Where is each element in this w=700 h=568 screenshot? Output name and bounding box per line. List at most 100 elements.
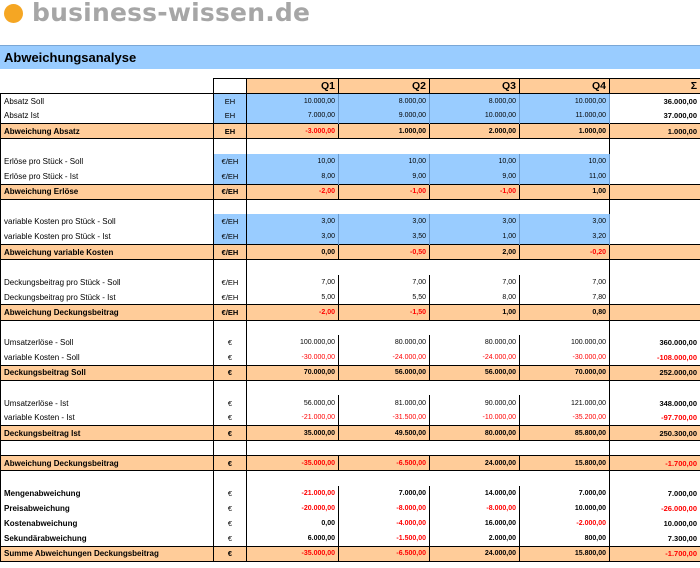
value-cell-q4: 800,00 xyxy=(519,531,610,547)
blank-cell xyxy=(213,440,247,456)
blank-cell xyxy=(519,440,610,456)
blank-cell xyxy=(0,199,214,215)
value-cell-q4[interactable]: 3,00 xyxy=(519,214,610,230)
blank-cell xyxy=(247,199,339,214)
value-cell-q4: 85.800,00 xyxy=(519,425,610,442)
table-row: Abweichung Erlöse €/EH -2,00 -1,00 -1,00 1,00 xyxy=(0,183,700,200)
table-row: Abweichung Deckungsbeitrag €/EH -2,00 -1,50… xyxy=(0,304,700,321)
value-cell-q1: 6.000,00 xyxy=(246,531,339,547)
value-cell-q1: 35.000,00 xyxy=(246,425,339,442)
value-cell-q1[interactable]: 3,00 xyxy=(246,229,339,245)
value-cell-q2: -4.000,00 xyxy=(338,516,430,532)
value-cell-q1: 70.000,00 xyxy=(246,364,339,381)
value-cell-q1: 100.000,00 xyxy=(246,335,339,351)
value-cell-q4[interactable]: 11.000,00 xyxy=(519,108,610,124)
value-cell-q3: 56.000,00 xyxy=(429,364,520,381)
blank-cell xyxy=(519,199,610,215)
value-cell-q2[interactable]: 9.000,00 xyxy=(338,108,430,124)
blank-cell xyxy=(339,199,430,214)
table-row xyxy=(0,320,700,336)
row-unit: € xyxy=(213,545,247,563)
value-cell-q2[interactable]: 10,00 xyxy=(338,153,430,170)
value-cell-q2[interactable]: 3,50 xyxy=(338,229,430,245)
row-label: variable Kosten pro Stück - Soll xyxy=(0,214,214,230)
blank-cell xyxy=(247,380,339,395)
blank-cell xyxy=(339,471,430,486)
blank-cell xyxy=(430,320,520,335)
value-cell-q4: -35.200,00 xyxy=(519,410,610,426)
value-cell-q3[interactable]: 10,00 xyxy=(429,153,520,170)
sum-cell: 10.000,00 xyxy=(609,516,700,532)
value-cell-q1: 0,00 xyxy=(246,516,339,532)
value-cell-q2: -1,50 xyxy=(338,304,430,321)
value-cell-q3: 2,00 xyxy=(429,244,520,261)
value-cell-q1: -35.000,00 xyxy=(246,545,339,563)
column-header-1: Q1 xyxy=(246,77,339,95)
value-cell-q1[interactable]: 10,00 xyxy=(246,153,339,170)
value-cell-q3: 2.000,00 xyxy=(429,123,520,140)
blank-cell xyxy=(610,471,700,486)
table-row: Umsatzerlöse - Ist €56.000,00 81.000,00 90.… xyxy=(0,395,700,411)
blank-cell xyxy=(519,259,610,275)
table-row: Deckungsbeitrag pro Stück - Soll €/EH 7,00… xyxy=(0,274,700,290)
value-cell-q1: -3.000,00 xyxy=(246,123,339,140)
value-cell-q1[interactable]: 10.000,00 xyxy=(246,93,339,109)
table-row: Deckungsbeitrag Ist €35.000,00 49.500,00 80… xyxy=(0,425,700,442)
value-cell-q3[interactable]: 8.000,00 xyxy=(429,93,520,109)
value-cell-q2[interactable]: 3,00 xyxy=(338,214,430,230)
row-unit: € xyxy=(213,516,247,532)
row-label: Mengenabweichung xyxy=(0,486,214,502)
value-cell-q1: -35.000,00 xyxy=(246,455,339,472)
value-cell-q4[interactable]: 10.000,00 xyxy=(519,93,610,109)
blank-cell xyxy=(430,471,520,486)
row-unit: € xyxy=(213,501,247,517)
row-unit: € xyxy=(213,425,247,442)
row-unit: € xyxy=(213,364,247,381)
table-row: variable Kosten pro Stück - Soll €/EH 3,00… xyxy=(0,214,700,230)
value-cell-q2[interactable]: 9,00 xyxy=(338,169,430,185)
blank-cell xyxy=(0,380,214,396)
value-cell-q4: 1,00 xyxy=(519,183,610,200)
value-cell-q3[interactable]: 1,00 xyxy=(429,229,520,245)
value-cell-q4[interactable]: 10,00 xyxy=(519,153,610,170)
row-label: Erlöse pro Stück - Ist xyxy=(0,169,214,185)
value-cell-q3[interactable]: 10.000,00 xyxy=(429,108,520,124)
value-cell-q1[interactable]: 8,00 xyxy=(246,169,339,185)
row-unit: €/EH xyxy=(213,153,247,170)
logo-text: business-wissen.de xyxy=(32,0,311,27)
value-cell-q2: -0,50 xyxy=(338,244,430,261)
table-row xyxy=(0,138,700,154)
row-unit: € xyxy=(213,395,247,411)
blank-cell xyxy=(213,138,247,154)
blank-cell xyxy=(247,320,339,335)
value-cell-q1[interactable]: 3,00 xyxy=(246,214,339,230)
value-cell-q3: -24.000,00 xyxy=(429,350,520,366)
column-header-5: Σ xyxy=(609,77,700,95)
blank-cell xyxy=(610,199,700,214)
row-unit: € xyxy=(213,531,247,547)
blank-cell xyxy=(430,441,520,456)
blank-cell xyxy=(0,470,214,487)
value-cell-q1[interactable]: 7.000,00 xyxy=(246,108,339,124)
value-cell-q4[interactable]: 11,00 xyxy=(519,169,610,185)
value-cell-q3[interactable]: 3,00 xyxy=(429,214,520,230)
row-unit: EH xyxy=(213,93,247,109)
value-cell-q4[interactable]: 3,20 xyxy=(519,229,610,245)
value-cell-q2[interactable]: 8.000,00 xyxy=(338,93,430,109)
blank-cell xyxy=(247,441,339,456)
table-row: Umsatzerlöse - Soll €100.000,00 80.000,00 8… xyxy=(0,335,700,351)
value-cell-q4: 0,80 xyxy=(519,304,610,321)
row-label: Abweichung variable Kosten xyxy=(0,244,214,261)
table-row: Mengenabweichung € -21.000,00 7.000,00 14.00… xyxy=(0,486,700,502)
value-cell-q4: 15.800,00 xyxy=(519,545,610,563)
row-label: Deckungsbeitrag pro Stück - Ist xyxy=(0,289,214,305)
value-cell-q3[interactable]: 9,00 xyxy=(429,169,520,185)
sum-cell: -1.700,00 xyxy=(609,545,700,563)
row-unit: EH xyxy=(213,108,247,124)
value-cell-q2: -6.500,00 xyxy=(338,545,430,563)
value-cell-q3: -10.000,00 xyxy=(429,410,520,426)
blank-cell xyxy=(610,320,700,335)
table-row: variable Kosten - Ist € -21.000,00 -31.500,… xyxy=(0,410,700,426)
logo-icon xyxy=(4,4,23,23)
blank-cell xyxy=(247,260,339,275)
